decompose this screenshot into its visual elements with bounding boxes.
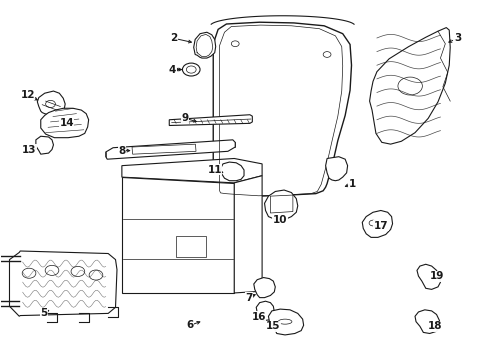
Text: 5: 5 [40,309,48,318]
Polygon shape [122,158,262,183]
Polygon shape [106,140,235,159]
Polygon shape [175,235,206,257]
Polygon shape [362,211,392,237]
Text: 10: 10 [273,215,288,225]
Polygon shape [36,136,53,154]
Polygon shape [417,264,441,289]
Text: 11: 11 [207,165,222,175]
Text: 12: 12 [20,90,35,100]
Text: 17: 17 [373,221,388,231]
Text: 7: 7 [245,293,253,303]
Text: 9: 9 [182,113,189,123]
Text: 8: 8 [118,145,125,156]
Polygon shape [41,108,89,138]
Polygon shape [220,162,244,181]
Polygon shape [234,176,262,293]
Text: 6: 6 [187,320,194,330]
Polygon shape [254,278,275,298]
Polygon shape [369,28,450,144]
Polygon shape [265,190,298,220]
Polygon shape [326,157,347,181]
Bar [132,144,196,154]
Polygon shape [169,115,252,126]
Polygon shape [256,301,274,320]
Text: 19: 19 [429,271,444,281]
Text: 4: 4 [169,64,176,75]
Polygon shape [415,310,440,333]
Text: 15: 15 [266,321,281,331]
Text: 13: 13 [22,144,36,154]
Polygon shape [269,309,304,335]
Text: 1: 1 [349,179,356,189]
Text: 3: 3 [454,33,461,43]
Polygon shape [9,251,117,316]
Polygon shape [270,195,293,213]
Text: 18: 18 [427,321,442,331]
Polygon shape [37,91,65,116]
Polygon shape [122,177,234,293]
Polygon shape [213,22,351,196]
Text: 16: 16 [251,312,266,322]
Text: 14: 14 [59,118,74,128]
Text: 2: 2 [171,33,178,43]
Polygon shape [194,32,216,58]
